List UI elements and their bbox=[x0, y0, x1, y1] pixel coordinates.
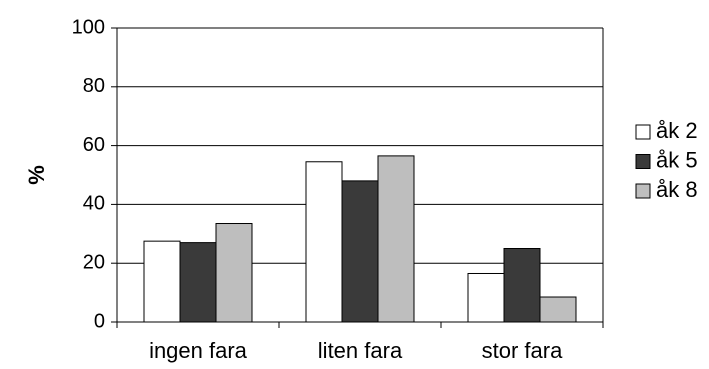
y-tick-label: 0 bbox=[94, 310, 105, 332]
y-tick-labels: 0 20 40 60 80 100 bbox=[72, 16, 105, 332]
legend-swatch bbox=[635, 124, 651, 140]
bar-3-1 bbox=[215, 223, 253, 323]
bar-2-2 bbox=[341, 180, 379, 323]
y-tick-label: 20 bbox=[83, 251, 105, 273]
bar-2-1 bbox=[179, 242, 217, 323]
legend-label: åk 5 bbox=[656, 147, 698, 172]
bar-1-2 bbox=[305, 161, 343, 323]
bar-1-3 bbox=[467, 272, 505, 323]
bar-3-3 bbox=[539, 296, 577, 323]
bar-3-2 bbox=[377, 155, 415, 323]
y-tick-label: 40 bbox=[83, 193, 105, 215]
y-tick-label: 60 bbox=[83, 134, 105, 156]
category-labels: ingen fara liten fara stor fara bbox=[149, 338, 563, 363]
bars bbox=[143, 155, 577, 323]
bar-2-3 bbox=[503, 248, 541, 323]
y-axis-label: % bbox=[24, 165, 49, 185]
y-tick-label: 100 bbox=[72, 16, 105, 38]
y-tick-label: 80 bbox=[83, 75, 105, 97]
legend-swatch bbox=[635, 183, 651, 199]
bar-1-1 bbox=[143, 240, 181, 323]
legend-swatch bbox=[635, 154, 651, 169]
legend-label: åk 2 bbox=[656, 118, 698, 143]
category-label: stor fara bbox=[482, 338, 563, 363]
category-label: liten fara bbox=[318, 338, 403, 363]
legend-label: åk 8 bbox=[656, 177, 698, 202]
category-label: ingen fara bbox=[149, 338, 248, 363]
legend: åk 2 åk 5 åk 8 bbox=[635, 118, 698, 202]
axes bbox=[116, 28, 604, 323]
